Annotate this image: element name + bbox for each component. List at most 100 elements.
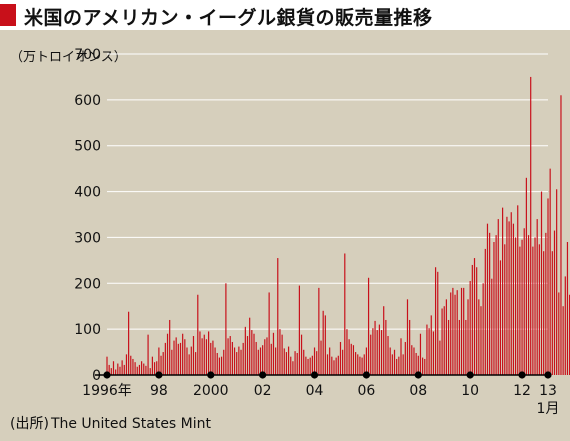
bar: [532, 246, 534, 375]
bar: [534, 237, 536, 375]
bar: [424, 358, 426, 375]
bar: [264, 339, 266, 375]
source-note: (出所) The United States Mint: [10, 413, 213, 433]
bar: [443, 306, 445, 375]
bar: [497, 219, 499, 375]
bar: [521, 239, 523, 375]
bar: [406, 299, 409, 375]
bar: [540, 191, 543, 375]
bar: [393, 349, 396, 375]
bar: [502, 207, 504, 375]
bar: [482, 283, 484, 375]
bar: [465, 319, 467, 375]
x-tick-label: 1996年: [82, 383, 132, 399]
bar: [402, 354, 404, 375]
bar: [372, 328, 374, 375]
x-tick-dot: [544, 371, 552, 379]
bar: [238, 346, 240, 375]
bar: [147, 334, 149, 375]
bar: [543, 251, 545, 375]
bar: [493, 242, 495, 375]
bar: [177, 343, 179, 375]
bar: [495, 235, 497, 375]
bar: [350, 343, 352, 375]
bar: [422, 357, 424, 375]
bar: [132, 358, 134, 375]
y-axis-unit-label: （万トロイオンス）: [10, 50, 127, 65]
bar: [166, 333, 169, 375]
bar: [266, 337, 268, 375]
bar: [160, 355, 162, 375]
bar: [538, 244, 540, 375]
bar: [367, 277, 370, 375]
y-tick-label: 400: [74, 185, 101, 201]
bar: [385, 319, 387, 375]
bar: [426, 324, 428, 375]
bar: [374, 320, 376, 375]
bar: [268, 292, 270, 375]
bar: [365, 347, 368, 375]
bar: [134, 362, 136, 375]
bar: [311, 355, 313, 375]
bar: [201, 338, 203, 375]
bar: [478, 299, 480, 375]
x-tick-dot: [207, 371, 215, 379]
bar: [156, 361, 158, 375]
bar: [281, 334, 283, 375]
bar: [463, 287, 465, 375]
bar: [195, 352, 197, 375]
bar: [417, 355, 419, 375]
bar: [320, 340, 322, 375]
bar: [128, 311, 130, 375]
bar: [275, 347, 277, 375]
bar: [285, 352, 288, 375]
bar: [506, 216, 508, 375]
bar: [121, 360, 123, 375]
bar: [214, 347, 216, 375]
bar: [389, 347, 391, 375]
bar: [259, 347, 262, 375]
bar: [357, 354, 359, 375]
bar: [192, 336, 195, 375]
bar: [123, 364, 125, 375]
bar: [486, 223, 489, 375]
bar: [171, 349, 173, 375]
bar: [556, 189, 558, 375]
bar: [203, 334, 205, 375]
bar: [342, 349, 344, 375]
x-tick-label: 06: [357, 383, 375, 399]
bar: [331, 356, 333, 375]
bar: [225, 283, 227, 375]
bar: [253, 333, 255, 375]
x-tick-dot: [310, 371, 319, 379]
bar: [480, 306, 482, 375]
bar: [303, 349, 305, 375]
bar: [359, 356, 361, 375]
bar: [346, 329, 348, 375]
y-tick-label: 100: [74, 322, 101, 338]
bar: [337, 355, 339, 375]
bar: [409, 319, 411, 375]
bar: [108, 364, 110, 375]
bar: [119, 366, 121, 375]
bar: [391, 354, 393, 375]
bar: [210, 342, 212, 375]
bar: [339, 341, 342, 375]
bar: [244, 326, 246, 375]
bar: [151, 356, 153, 375]
bar: [240, 349, 242, 375]
bar: [179, 342, 182, 375]
bar: [313, 347, 316, 375]
bar: [432, 331, 435, 375]
bar: [257, 349, 259, 375]
bar: [415, 352, 417, 375]
x-tick-label: 10: [461, 383, 479, 399]
bar: [434, 267, 437, 375]
bar: [223, 349, 225, 375]
y-tick-label: 300: [74, 230, 101, 246]
bar: [454, 294, 456, 375]
bar: [205, 339, 208, 375]
bar: [125, 354, 128, 375]
bar: [547, 198, 549, 375]
x-tick-label: 02: [254, 383, 272, 399]
